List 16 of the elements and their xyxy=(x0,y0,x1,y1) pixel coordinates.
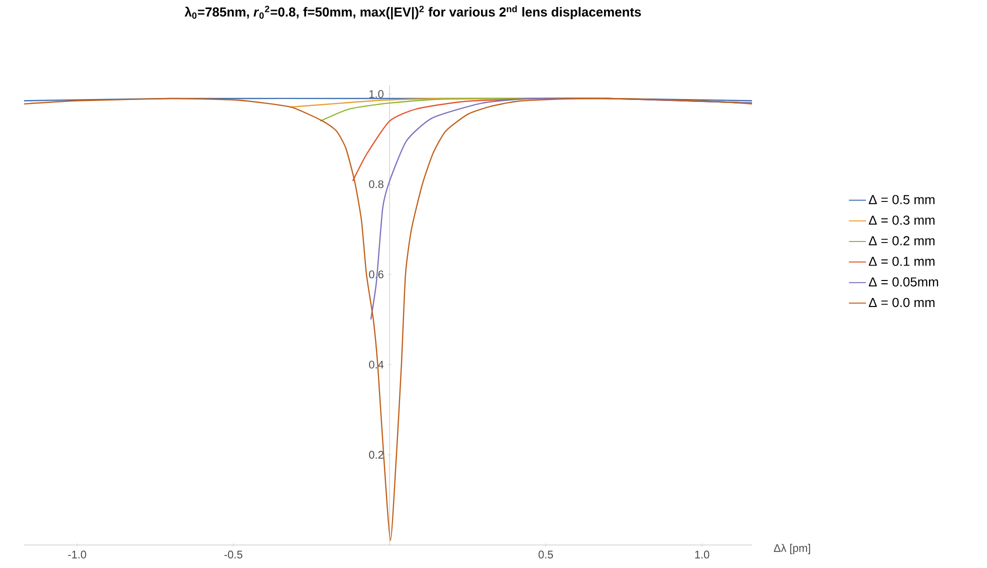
y-tick-label: 1.0 xyxy=(369,90,384,98)
legend-label: Δ = 0.1 mm xyxy=(868,256,934,266)
y-tick-label: 0.8 xyxy=(369,180,384,188)
line-series xyxy=(23,98,753,542)
x-tick-label: -0.5 xyxy=(224,550,242,558)
chart-title: λ$_{0}$=785nm, r$_{0}$$^{2}$=0.8, f=50mm, max(|EV|)$^{2}$ for various 2$^{nd}$ lens displacements xyxy=(184,6,641,20)
line-series xyxy=(370,98,753,320)
legend-label: Δ = 0.0 mm xyxy=(868,298,934,308)
x-tick-label: 1.0 xyxy=(695,550,710,558)
x-axis-title: Δλ [pm] xyxy=(774,544,810,554)
legend-label: Δ = 0.05mm xyxy=(868,277,938,287)
legend-label: Δ = 0.5 mm xyxy=(868,194,934,204)
x-tick-label: -1.0 xyxy=(68,550,86,558)
x-tick-label: 0.5 xyxy=(538,550,553,558)
legend-label: Δ = 0.3 mm xyxy=(868,216,934,225)
legend-label: Δ = 0.2 mm xyxy=(868,236,934,246)
